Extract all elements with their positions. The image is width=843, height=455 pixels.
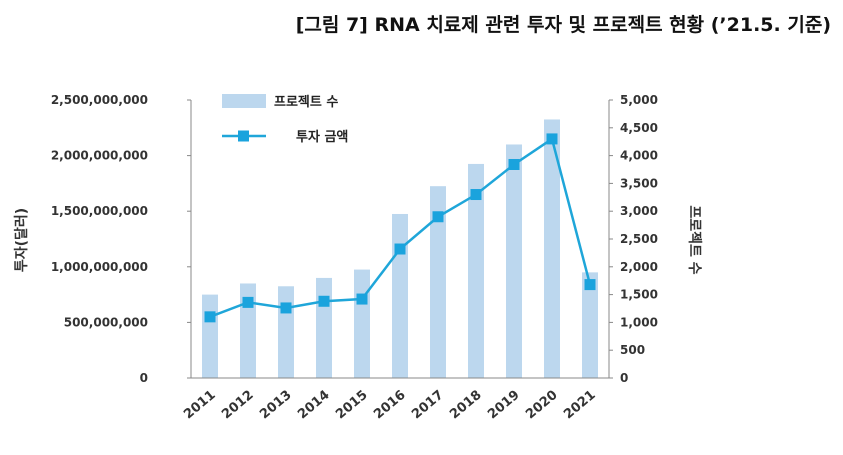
marker-2012 — [242, 296, 254, 308]
bar-series-projects — [202, 119, 598, 379]
left-tick-label: 1,500,000,000 — [51, 204, 148, 218]
bar-2011 — [202, 294, 218, 378]
right-tick-label: 3,500 — [620, 176, 658, 190]
x-tick-label: 2018 — [447, 388, 484, 423]
x-tick-label: 2020 — [523, 388, 560, 423]
x-tick-label: 2019 — [485, 388, 522, 423]
right-tick-labels: 0 500 1,000 1,500 2,000 2,500 3,000 3,500 4,000 4… — [609, 93, 658, 385]
marker-2019 — [508, 158, 520, 170]
marker-2017 — [432, 211, 444, 223]
bar-2021 — [582, 272, 598, 378]
x-tick-labels: 2011 2012 2013 2014 2015 2016 2017 2018 2019 2020… — [181, 388, 598, 423]
legend: 프로젝트 수 투자 금액 — [222, 94, 348, 145]
marker-2014 — [318, 295, 330, 307]
marker-2013 — [280, 302, 292, 314]
bar-2015 — [354, 269, 370, 378]
y2-axis-title: 프로젝트 수 — [686, 205, 703, 274]
x-tick-label: 2012 — [219, 388, 256, 423]
bar-2014 — [316, 277, 332, 378]
marker-2015 — [356, 293, 368, 305]
x-tick-label: 2021 — [561, 388, 598, 423]
left-tick-label: 2,000,000,000 — [51, 149, 148, 163]
left-tick-labels: 0 500,000,000 1,000,000,000 1,500,000,000 2,… — [51, 93, 191, 385]
x-tick-label: 2013 — [257, 388, 294, 423]
x-tick-label: 2016 — [371, 388, 408, 423]
bar-2013 — [278, 286, 294, 378]
legend-bar-swatch — [222, 94, 266, 108]
left-tick-label: 500,000,000 — [64, 315, 148, 329]
right-tick-label: 2,000 — [620, 260, 658, 274]
x-tick-label: 2011 — [181, 388, 218, 423]
marker-2011 — [204, 311, 216, 323]
marker-2021 — [584, 279, 596, 291]
bar-2017 — [430, 186, 446, 378]
bar-2019 — [506, 144, 522, 378]
right-tick-label: 500 — [620, 343, 645, 357]
x-tick-label: 2015 — [333, 388, 370, 423]
right-tick-label: 1,000 — [620, 315, 658, 329]
right-tick-label: 5,000 — [620, 93, 658, 107]
right-tick-label: 4,000 — [620, 149, 658, 163]
chart-title: [그림 7] RNA 치료제 관련 투자 및 프로젝트 현황 (’21.5. 기… — [295, 14, 831, 36]
right-tick-label: 1,500 — [620, 288, 658, 302]
x-tick-label: 2014 — [295, 388, 332, 423]
legend-line-label: 투자 금액 — [296, 130, 348, 145]
left-tick-label: 2,500,000,000 — [51, 93, 148, 107]
marker-2016 — [394, 243, 406, 255]
x-tick-label: 2017 — [409, 388, 446, 423]
right-tick-label: 0 — [620, 371, 628, 385]
bar-2016 — [392, 213, 408, 378]
bar-2018 — [468, 163, 484, 378]
right-tick-label: 4,500 — [620, 121, 658, 135]
legend-bar-label: 프로젝트 수 — [274, 94, 338, 110]
marker-2018 — [470, 189, 482, 201]
marker-2020 — [546, 133, 558, 145]
bar-2020 — [544, 119, 560, 379]
investment-markers — [204, 133, 596, 323]
right-tick-label: 2,500 — [620, 232, 658, 246]
right-tick-label: 3,000 — [620, 204, 658, 218]
legend-line-marker — [238, 130, 249, 142]
y-axis-title: 투자(달러) — [14, 208, 30, 272]
left-tick-label: 1,000,000,000 — [51, 260, 148, 274]
left-tick-label: 0 — [140, 371, 148, 385]
